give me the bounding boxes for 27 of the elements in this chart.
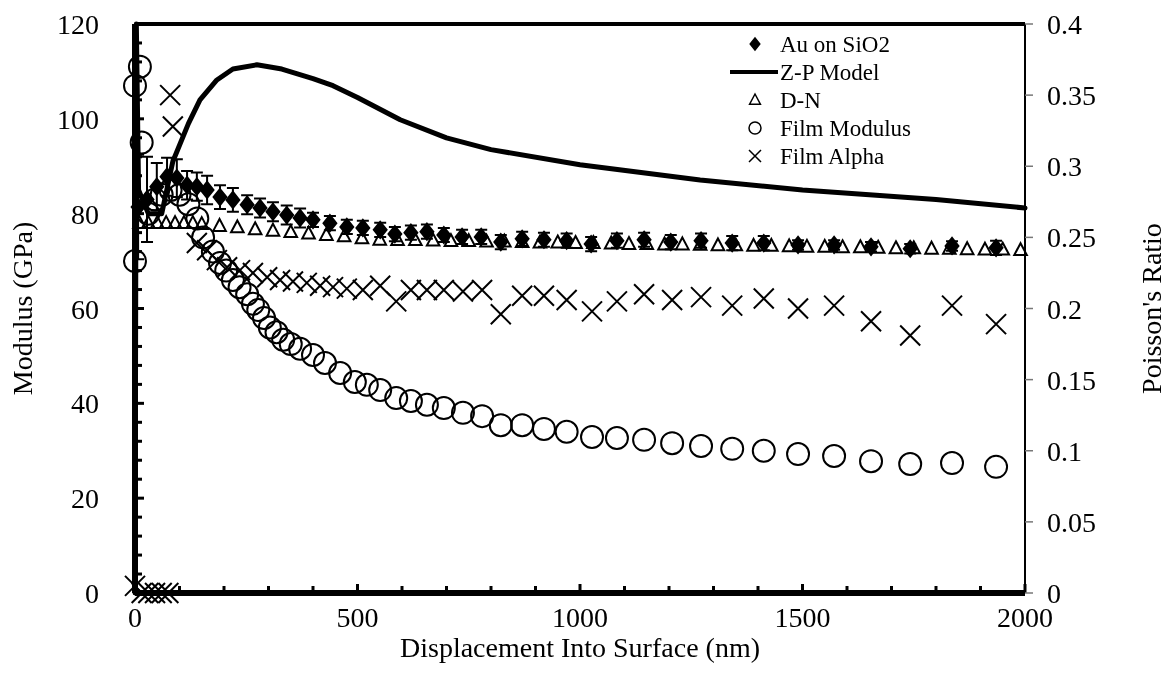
- legend-label: D-N: [780, 88, 822, 113]
- x-tick-label: 1500: [774, 602, 831, 633]
- y-tick-label: 60: [71, 293, 99, 325]
- y2-tick-label: 0.4: [1047, 9, 1082, 40]
- legend-label: Z-P Model: [780, 60, 880, 85]
- y-axis-title: Modulus (GPa): [7, 221, 38, 396]
- y-tick-label: 20: [71, 483, 99, 515]
- y2-tick-label: 0.15: [1047, 364, 1096, 396]
- y2-tick-label: 0.3: [1047, 151, 1082, 183]
- y2-tick-label: 0.05: [1047, 506, 1096, 538]
- y2-axis-title: Poisson's Ratio: [1136, 223, 1167, 394]
- legend-label: Au on SiO2: [780, 32, 890, 57]
- y-tick-label: 100: [57, 103, 99, 135]
- y2-tick-label: 0.2: [1047, 293, 1082, 325]
- y-tick-label: 80: [71, 198, 99, 230]
- x-tick-label: 500: [336, 602, 379, 633]
- y-tick-label: 40: [71, 388, 99, 420]
- x-tick-label: 1000: [552, 602, 608, 633]
- y2-tick-label: 0.1: [1047, 435, 1082, 467]
- legend-label: Film Modulus: [780, 116, 912, 141]
- y2-tick-label: 0.25: [1047, 222, 1096, 254]
- x-axis-title: Displacement Into Surface (nm): [400, 632, 760, 663]
- y2-tick-label: 0.35: [1047, 80, 1096, 112]
- y-tick-label: 120: [57, 9, 99, 40]
- x-tick-label: 0: [128, 602, 142, 633]
- y-tick-label: 0: [85, 578, 99, 609]
- legend-label: Film Alpha: [780, 144, 885, 169]
